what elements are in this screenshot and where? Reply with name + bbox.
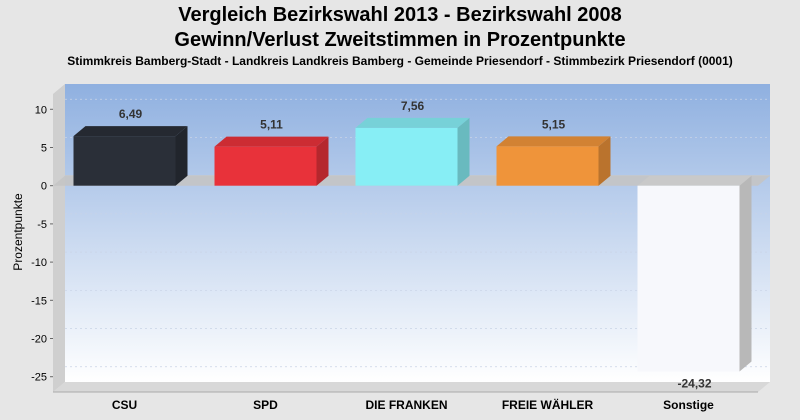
- bar-top: [73, 126, 188, 137]
- bar-sonstige: [637, 175, 752, 372]
- category-label: SPD: [253, 398, 278, 412]
- bar-side: [598, 136, 611, 186]
- bar-front: [637, 185, 740, 372]
- y-tick-label: -15: [31, 295, 47, 307]
- y-tick-label: 5: [41, 142, 47, 154]
- left-wall: [53, 84, 65, 392]
- bar-top: [214, 136, 329, 147]
- bar-top: [637, 175, 752, 186]
- bar-front: [496, 146, 599, 186]
- chart-title: Vergleich Bezirkswahl 2013 - Bezirkswahl…: [178, 4, 622, 26]
- y-tick-label: -10: [31, 257, 47, 269]
- bar-front: [214, 146, 317, 186]
- category-label: CSU: [112, 398, 137, 412]
- bar-side: [175, 126, 188, 186]
- value-label: -24,32: [677, 377, 711, 391]
- value-label: 6,49: [119, 107, 143, 121]
- bar-side: [457, 117, 470, 186]
- y-tick-label: -25: [31, 372, 47, 384]
- value-label: 7,56: [401, 99, 425, 113]
- y-tick-label: -5: [37, 219, 47, 231]
- y-tick-label: 0: [41, 181, 47, 193]
- chart-subtitle: Gewinn/Verlust Zweitstimmen in Prozentpu…: [174, 29, 626, 51]
- bar-spd: [214, 136, 329, 186]
- y-axis-ticks: 10 5 0 -5 -10 -15 -20 -25: [31, 104, 53, 384]
- category-label: DIE FRANKEN: [365, 398, 447, 412]
- category-label: FREIE WÄHLER: [502, 397, 594, 412]
- bars: [73, 117, 752, 372]
- category-label: Sonstige: [663, 398, 714, 412]
- bar-top: [355, 117, 470, 128]
- value-label: 5,15: [542, 117, 566, 131]
- value-label: 5,11: [260, 118, 283, 132]
- y-tick-label: 10: [35, 104, 47, 116]
- bar-side: [316, 136, 329, 186]
- y-tick-label: -20: [31, 334, 47, 346]
- bar-front: [355, 127, 458, 186]
- floor: [53, 382, 770, 392]
- bar-top: [496, 136, 611, 147]
- value-labels: 6,49 5,11 7,56 5,15 -24,32: [119, 99, 712, 391]
- bar-csu: [73, 126, 188, 186]
- bar-side: [739, 175, 752, 372]
- chart-caption: Stimmkreis Bamberg-Stadt - Landkreis Lan…: [67, 54, 733, 68]
- x-axis-categories: CSU SPD DIE FRANKEN FREIE WÄHLER Sonstige: [112, 397, 714, 412]
- y-axis-label: Prozentpunkte: [11, 193, 25, 271]
- bar-front: [73, 136, 176, 186]
- bar-freie-wähler: [496, 136, 611, 186]
- bar-die-franken: [355, 117, 470, 186]
